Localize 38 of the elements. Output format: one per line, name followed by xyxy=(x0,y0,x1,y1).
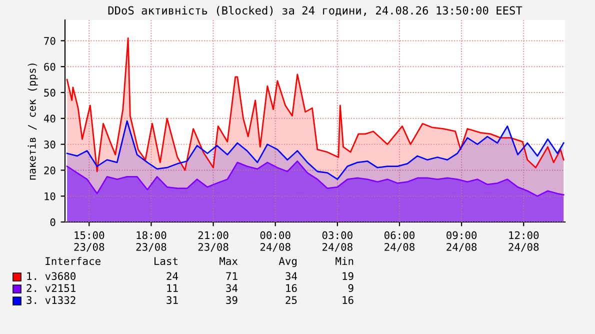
legend-label: 2. v2151 xyxy=(26,284,76,292)
legend-label: 1. v3680 xyxy=(27,272,76,280)
text: 25 xyxy=(286,296,297,304)
x-tick-label: 06:00 24/08 xyxy=(384,231,414,252)
text: 34 xyxy=(286,272,297,280)
y-tick-label: 30 xyxy=(44,140,56,148)
y-tick-label: 0 xyxy=(50,218,56,226)
y-axis-title: пакетів / сек (pps) xyxy=(28,64,38,180)
text: 24 xyxy=(166,272,178,280)
text: Max xyxy=(220,257,238,266)
y-tick-label: 60 xyxy=(44,62,56,71)
text: 11 xyxy=(167,284,178,292)
x-tick-label: 21:00 23/08 xyxy=(198,231,228,252)
chart-title: DDoS активність (Blocked) за 24 години, 24.08.26 13:50:00 EEST xyxy=(108,6,522,16)
x-tick-label: 15:00 23/08 xyxy=(74,231,104,252)
text: Avg xyxy=(278,257,297,268)
y-tick-label: 40 xyxy=(44,114,56,123)
x-tick-label: 09:00 24/08 xyxy=(446,231,477,252)
text: 71 xyxy=(226,272,238,280)
x-tick-label: 12:00 24/08 xyxy=(508,231,539,252)
x-tick-label: 03:00 24/08 xyxy=(322,231,352,252)
legend-label: 3. v1332 xyxy=(26,296,76,304)
y-tick-label: 70 xyxy=(44,36,56,45)
text: Interface xyxy=(46,256,100,266)
y-tick-label: 50 xyxy=(44,88,56,97)
y-tick-label: 10 xyxy=(44,192,56,200)
x-tick-label: 18:00 23/08 xyxy=(136,231,166,252)
text: 31 xyxy=(166,296,178,304)
text: 19 xyxy=(342,272,354,280)
x-tick-label: 00:00 24/08 xyxy=(260,231,290,252)
text: Min xyxy=(336,256,354,265)
text: 16 xyxy=(342,296,354,304)
text: 16 xyxy=(286,284,297,292)
y-tick-label: 20 xyxy=(44,166,56,174)
text: 9 xyxy=(348,284,354,292)
text: 34 xyxy=(226,284,238,292)
text: Last xyxy=(154,257,178,266)
text: 39 xyxy=(226,296,238,304)
